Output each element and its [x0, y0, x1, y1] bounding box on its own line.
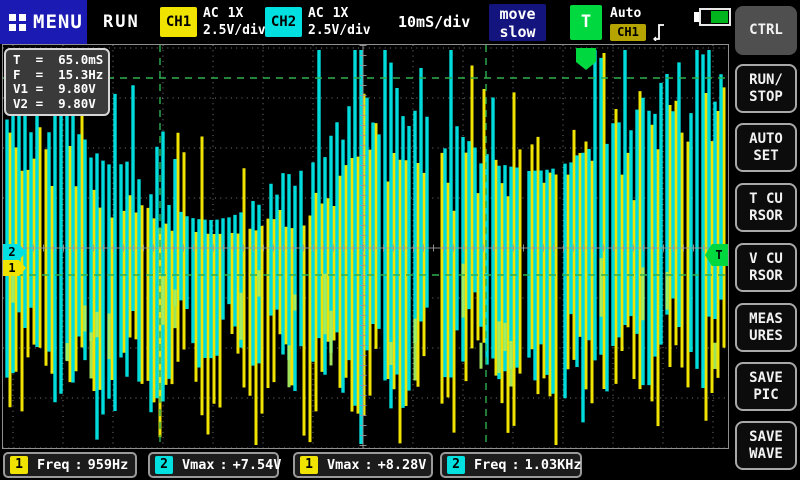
trigger-mode: Auto [610, 6, 641, 21]
ch1-badge[interactable]: CH1 [160, 7, 197, 37]
ch1-stat-badge: 1 [300, 456, 318, 474]
battery-fill [711, 11, 728, 23]
ch2-coupling: AC [308, 6, 324, 21]
ch2-scale: 2.5V/div [308, 22, 371, 39]
cursor-time: T = 65.0mS [13, 53, 108, 68]
cursor-v1: V1 = 9.80V [13, 82, 108, 97]
battery-icon [694, 8, 731, 26]
stat-ch2-freq: 2 Freq:1.03KHz [440, 452, 582, 478]
ctrl-button[interactable]: CTRL [735, 6, 797, 55]
stat-ch1-freq: 1 Freq:959Hz [3, 452, 137, 478]
menu-grid-icon [9, 14, 26, 31]
move-mode-button[interactable]: move slow [489, 4, 546, 41]
measures-button[interactable]: MEASURES [735, 303, 797, 352]
ch1-scale: 2.5V/div [203, 22, 266, 39]
save-pic-button[interactable]: SAVEPIC [735, 362, 797, 411]
move-mode-line2: slow [489, 23, 546, 41]
ch1-marker-label: 1 [8, 261, 15, 275]
run-stop-button[interactable]: RUN/STOP [735, 64, 797, 113]
sidebar: CTRL RUN/STOP AUTOSET T CURSOR V CURSOR … [731, 0, 800, 480]
ch2-marker-label: 2 [8, 245, 15, 259]
ch2-attenuation: 1X [333, 6, 349, 21]
trigger-level-label: T [715, 248, 722, 262]
ch1-info: AC 1X 2.5V/div [203, 5, 266, 39]
trigger-button[interactable]: T [570, 5, 602, 40]
v-cursor-button[interactable]: V CURSOR [735, 243, 797, 292]
bottom-bar: 1 Freq:959Hz 2 Vmax:+7.54V 1 Vmax:+8.28V… [0, 450, 731, 480]
auto-set-button[interactable]: AUTOSET [735, 123, 797, 172]
timebase: 10mS/div [398, 0, 470, 44]
save-wave-button[interactable]: SAVEWAVE [735, 421, 797, 470]
menu-button[interactable]: MENU [0, 0, 87, 44]
oscilloscope-screen: MENU RUN CH1 AC 1X 2.5V/div CH2 AC 1X 2.5V… [0, 0, 800, 480]
move-mode-line1: move [489, 5, 546, 23]
top-bar: MENU RUN CH1 AC 1X 2.5V/div CH2 AC 1X 2.5V… [0, 0, 731, 44]
ch2-stat-badge: 2 [155, 456, 173, 474]
stat-ch1-vmax: 1 Vmax:+8.28V [293, 452, 433, 478]
ch1-attenuation: 1X [228, 6, 244, 21]
ch2-stat-badge: 2 [447, 456, 465, 474]
stat-ch2-vmax: 2 Vmax:+7.54V [148, 452, 279, 478]
menu-label: MENU [33, 11, 83, 33]
ch2-info: AC 1X 2.5V/div [308, 5, 371, 39]
ch1-stat-badge: 1 [10, 456, 28, 474]
run-status: RUN [103, 0, 140, 44]
cursor-freq: F = 15.3Hz [13, 68, 108, 83]
rising-edge-icon [653, 22, 667, 45]
ch1-coupling: AC [203, 6, 219, 21]
trigger-source-badge[interactable]: CH1 [610, 24, 646, 41]
waveform-plot[interactable]: 2 1 T [2, 44, 729, 449]
trigger-position-marker[interactable] [576, 48, 596, 70]
t-cursor-button[interactable]: T CURSOR [735, 183, 797, 232]
cursor-v2: V2 = 9.80V [13, 97, 108, 112]
cursor-measure-overlay: T = 65.0mS F = 15.3Hz V1 = 9.80V V2 = 9.… [4, 48, 110, 116]
ch2-badge[interactable]: CH2 [265, 7, 302, 37]
